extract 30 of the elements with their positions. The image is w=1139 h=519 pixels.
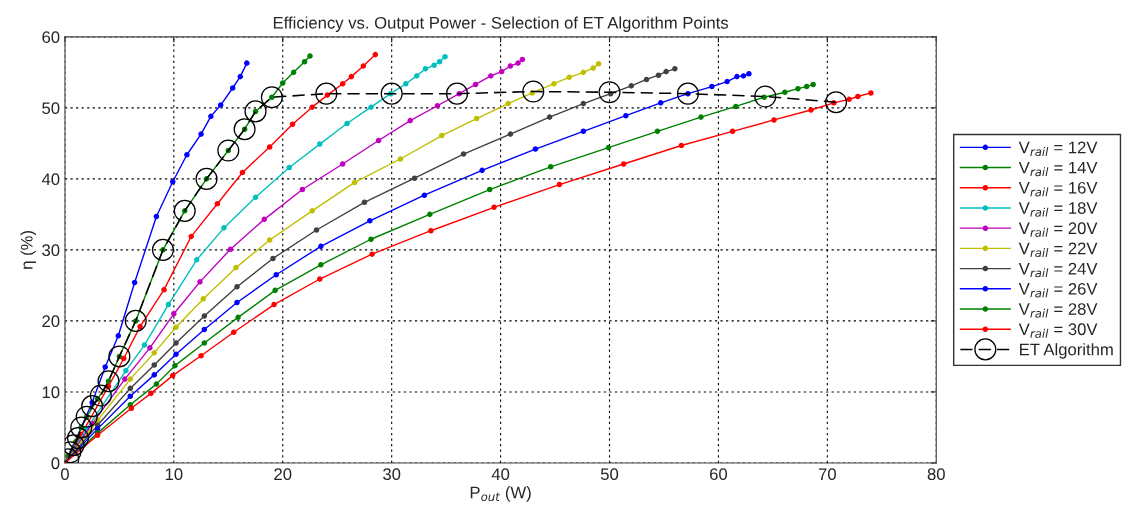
x-tick-label: 20	[274, 468, 292, 481]
x-axis-title: P$_{out}$ (W)	[470, 486, 531, 502]
x-tick-label: 80	[927, 468, 945, 481]
y-tick-label: 0	[51, 457, 60, 470]
legend-label: V$_{rail}$ = 26V	[1018, 282, 1098, 298]
x-tick-label: 30	[383, 468, 401, 481]
legend-label: V$_{rail}$ = 22V	[1018, 242, 1098, 258]
legend-label: V$_{rail}$ = 18V	[1018, 202, 1098, 217]
legend-label: V$_{rail}$ = 24V	[1018, 262, 1098, 278]
legend-label: V$_{rail}$ = 28V	[1018, 303, 1098, 318]
y-tick-label: 40	[41, 173, 60, 186]
chart-title: Efficiency vs. Output Power - Selection of ET Algorithm Points	[273, 16, 729, 32]
x-tick-label: 70	[818, 468, 836, 481]
x-tick-label: 50	[600, 468, 619, 481]
x-tick-label: 10	[165, 468, 183, 481]
y-tick-label: 20	[42, 315, 60, 328]
y-tick-label: 30	[42, 244, 60, 257]
legend-label: V$_{rail}$ = 20V	[1018, 222, 1098, 237]
legend-label: V$_{rail}$ = 12V	[1018, 141, 1098, 157]
x-tick-label: 60	[710, 468, 728, 481]
y-tick-label: 60	[42, 31, 60, 44]
legend-label: V$_{rail}$ = 14V	[1018, 161, 1098, 177]
y-tick-label: 50	[42, 102, 60, 115]
x-tick-label: 0	[60, 468, 69, 481]
legend-label: ET Algorithm	[1020, 343, 1113, 359]
legend-label: V$_{rail}$ = 30V	[1018, 323, 1098, 338]
legend-label: V$_{rail}$ = 16V	[1018, 181, 1098, 197]
y-tick-label: 10	[42, 386, 60, 399]
x-tick-label: 40	[491, 468, 510, 481]
y-axis-title: η (%)	[20, 231, 36, 269]
